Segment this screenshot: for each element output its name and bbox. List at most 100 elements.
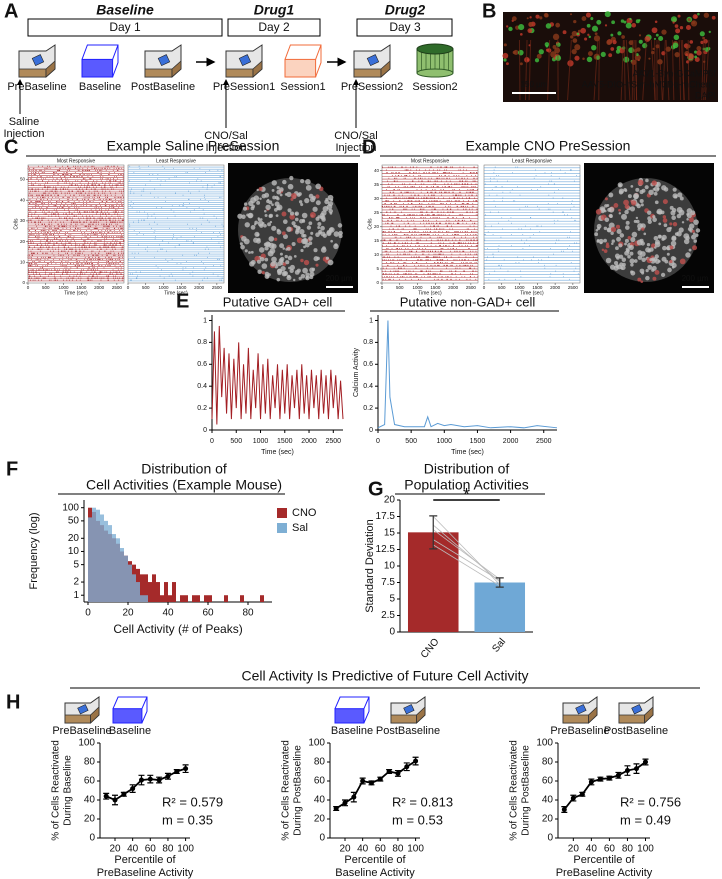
chamber-object xyxy=(366,54,380,67)
raster-title: Most Responsive xyxy=(411,158,450,164)
cell-image-cell xyxy=(308,241,313,246)
micrograph-fiber xyxy=(620,39,624,101)
y-tick-label: 0.2 xyxy=(197,405,207,412)
raster-row xyxy=(28,269,124,271)
cell-image-cell xyxy=(647,210,652,215)
cell-image-cell xyxy=(695,233,699,237)
cell-image-cell xyxy=(294,217,299,222)
cell-image-cell xyxy=(629,206,636,212)
raster-row xyxy=(28,200,124,203)
cell-image-cell xyxy=(676,207,683,213)
cell-image-cell xyxy=(618,212,622,215)
raster-row xyxy=(28,182,124,184)
micrograph-fiber xyxy=(687,39,690,101)
cell-image-cell xyxy=(257,269,262,275)
micrograph-cell xyxy=(620,19,625,23)
day-title: Drug1 xyxy=(254,2,295,18)
micrograph-cell xyxy=(608,53,613,58)
cell-image-cell xyxy=(311,195,316,201)
hist-bar xyxy=(116,538,120,602)
x-tick-label: 500 xyxy=(405,438,417,445)
micrograph-fiber xyxy=(658,39,663,101)
cell-image-cell xyxy=(639,198,644,204)
cell-image-cell xyxy=(633,193,640,199)
y-tick-label: 100 xyxy=(536,738,553,749)
raster-row xyxy=(28,236,124,238)
chamber-side xyxy=(252,60,263,78)
raster-row xyxy=(484,222,580,225)
cell-image-cell xyxy=(289,268,294,274)
cell-image-cell xyxy=(603,238,607,243)
cell-image-cell xyxy=(308,236,313,241)
cell-image-cell xyxy=(603,249,608,253)
raster-row xyxy=(28,213,124,215)
chamber-side xyxy=(45,60,56,78)
cell-image-cell xyxy=(631,231,638,238)
micrograph-cell xyxy=(535,14,540,19)
hist-bar xyxy=(128,564,132,602)
cell-image-cell xyxy=(300,202,304,207)
y-tick-label: 40 xyxy=(314,795,326,806)
raster-row xyxy=(128,279,224,282)
cell-image-cell xyxy=(267,198,270,202)
micrograph-cell xyxy=(528,22,533,27)
y-tick-label: 80 xyxy=(84,757,96,768)
cell-image-cell xyxy=(287,255,293,261)
cell-image-cell xyxy=(326,229,332,235)
y-tick-label: 50 xyxy=(20,177,26,182)
y-tick-label: 0 xyxy=(319,833,325,844)
panel-letter: A xyxy=(4,0,18,22)
x-tick-label: 2000 xyxy=(503,438,519,445)
trace xyxy=(211,325,344,425)
micrograph-cell xyxy=(562,30,567,35)
cell-image-cell xyxy=(290,193,297,199)
cell-image-cell xyxy=(305,275,310,281)
raster-row xyxy=(382,222,478,225)
raster-row xyxy=(382,278,478,281)
cell-image-cell xyxy=(663,187,669,192)
y-tick-label: 5 xyxy=(389,594,395,605)
x-tick-label: CNO xyxy=(419,636,442,660)
y-tick-label: 40 xyxy=(84,795,96,806)
raster-row xyxy=(128,267,224,269)
cell-image-cell xyxy=(636,239,643,246)
micrograph-cell xyxy=(567,60,574,67)
x-tick-label: 500 xyxy=(142,285,150,290)
x-tick-label: 0 xyxy=(27,285,30,290)
cell-image-cell xyxy=(683,233,690,240)
cell-image-cell xyxy=(639,268,645,274)
cage-floor xyxy=(112,708,143,724)
cell-image-cell xyxy=(281,211,287,217)
injection-label: Injection xyxy=(206,142,247,154)
raster-row xyxy=(484,236,580,239)
y-tick-label: 35 xyxy=(374,182,380,187)
cell-image-cell xyxy=(643,232,647,236)
micrograph-cell xyxy=(696,46,702,51)
panel-letter: F xyxy=(6,458,18,480)
cell-image-cell xyxy=(271,243,277,249)
cell-image-cell xyxy=(300,178,305,184)
micrograph-cell xyxy=(621,35,625,39)
raster-row xyxy=(484,264,580,267)
cell-image-cell xyxy=(269,248,276,254)
raster-row xyxy=(28,184,124,187)
cell-image-cell xyxy=(618,190,624,195)
cell-image-cell xyxy=(654,200,659,205)
y-tick-label: 40 xyxy=(20,197,26,202)
cell-image-cell xyxy=(264,192,270,198)
session-label: PostBaseline xyxy=(131,81,195,93)
raster-row xyxy=(128,260,224,263)
cage-edge xyxy=(112,44,119,60)
session-label: PreBaseline xyxy=(52,725,111,737)
y-tick-label: 10 xyxy=(384,561,396,572)
cell-image-cell xyxy=(308,221,313,226)
micrograph-fiber xyxy=(682,39,685,101)
raster-row xyxy=(484,276,580,278)
y-tick-label: 0 xyxy=(22,280,25,285)
raster-row xyxy=(128,209,224,211)
raster-row xyxy=(28,244,124,247)
cage-edge xyxy=(315,44,322,60)
micrograph-cell xyxy=(612,39,617,45)
micrograph-cell xyxy=(697,12,700,16)
raster-row xyxy=(128,273,224,276)
